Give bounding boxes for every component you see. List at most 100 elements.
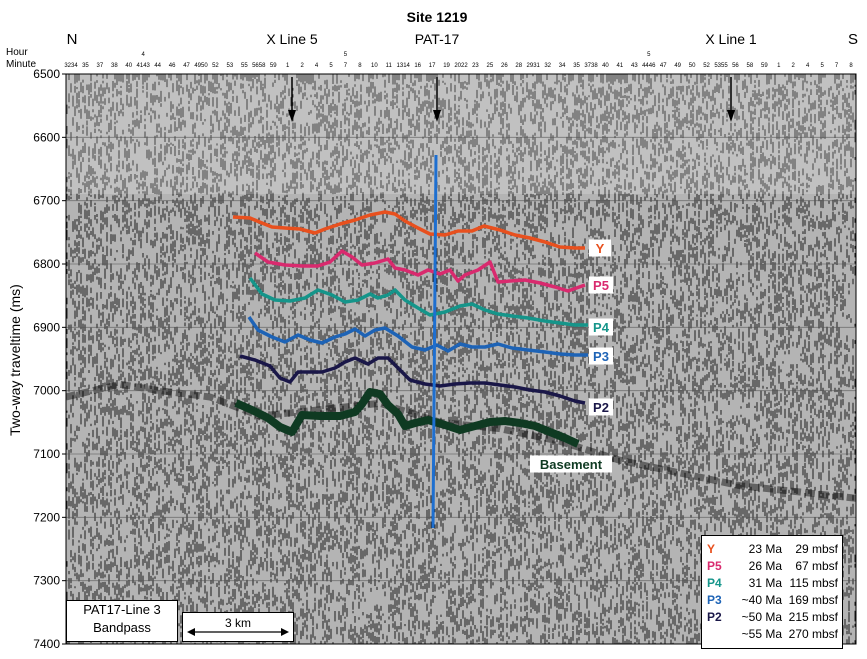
legend-age: 31 Ma bbox=[748, 576, 782, 590]
minute-tick-label: 35 bbox=[82, 63, 89, 69]
legend-code: Y bbox=[707, 542, 716, 556]
horizon-label-y: Y bbox=[589, 239, 611, 257]
svg-text:P4: P4 bbox=[593, 320, 610, 335]
scale-bar: 3 km bbox=[182, 612, 294, 642]
y-tick-label: 7400 bbox=[33, 637, 60, 651]
site-title: Site 1219 bbox=[407, 9, 468, 25]
minute-tick-label: 4143 bbox=[137, 63, 151, 69]
minute-tick-label: 2 bbox=[300, 63, 304, 69]
legend-row: P4 31 Ma 115 mbsf bbox=[702, 576, 842, 591]
minute-tick-label: 47 bbox=[660, 63, 667, 69]
legend-row: ~55 Ma 270 mbsf bbox=[702, 627, 842, 642]
y-tick-label: 7100 bbox=[33, 447, 60, 461]
minute-tick-label: 23 bbox=[472, 63, 479, 69]
minute-label: Minute bbox=[6, 59, 36, 70]
minute-tick-label: 38 bbox=[111, 63, 118, 69]
horizon-line-y bbox=[232, 210, 585, 250]
plot-frame bbox=[65, 73, 857, 645]
minute-tick-label: 1 bbox=[777, 63, 781, 69]
y-axis-title: Two-way traveltime (ms) bbox=[7, 284, 23, 436]
minute-tick-label: 16 bbox=[414, 63, 421, 69]
minute-tick-label: 2 bbox=[792, 63, 796, 69]
minute-tick-label: 8 bbox=[358, 63, 362, 69]
y-tick-label: 6700 bbox=[33, 194, 60, 208]
minute-tick-label: 1314 bbox=[397, 63, 411, 69]
minute-tick-label: 2931 bbox=[527, 63, 541, 69]
legend-age: ~55 Ma bbox=[741, 627, 782, 641]
horizon-label-basement: Basement bbox=[530, 455, 612, 473]
hour-tick-label: 5 bbox=[344, 52, 348, 58]
legend-row: Y 23 Ma 29 mbsf bbox=[702, 542, 842, 557]
minute-tick-label: 4 bbox=[806, 63, 810, 69]
legend-row: P3 ~40 Ma 169 mbsf bbox=[702, 593, 842, 608]
minute-tick-label: 34 bbox=[559, 63, 566, 69]
legend-code: P4 bbox=[707, 576, 722, 590]
north-label: N bbox=[67, 31, 78, 48]
minute-tick-label: 55 bbox=[241, 63, 248, 69]
hour-tick-label: 5 bbox=[647, 52, 651, 58]
legend-depth: 115 mbsf bbox=[789, 576, 838, 590]
horizon-label-p5: P5 bbox=[589, 276, 613, 294]
crossing-line5-label: X Line 5 bbox=[266, 31, 318, 47]
legend-code: P3 bbox=[707, 593, 722, 607]
horizon-label-p4: P4 bbox=[589, 318, 613, 336]
y-axis-ticks: 6500 6600 6700 6800 6900 7000 7100 7200 7300 7400 bbox=[33, 67, 66, 651]
minute-tick-label: 32 bbox=[544, 63, 551, 69]
south-label: S bbox=[848, 31, 858, 48]
minute-tick-label: 41 bbox=[617, 63, 624, 69]
minute-tick-label: 59 bbox=[761, 63, 768, 69]
minute-tick-label: 58 bbox=[747, 63, 754, 69]
svg-text:Y: Y bbox=[596, 241, 605, 256]
minute-tick-label: 5355 bbox=[714, 63, 728, 69]
horizon-labels: Y P5 P4 P3 P2 Basement bbox=[530, 239, 613, 473]
minute-tick-label: 47 bbox=[183, 63, 190, 69]
legend-age: 23 Ma bbox=[748, 542, 782, 556]
minute-tick-label: 28 bbox=[515, 63, 522, 69]
legend-depth: 270 mbsf bbox=[788, 627, 838, 641]
site-arrow bbox=[433, 77, 441, 122]
minute-tick-label: 3234 bbox=[64, 63, 78, 69]
y-tick-label: 7000 bbox=[33, 384, 60, 398]
minute-tick-label: 2022 bbox=[454, 63, 468, 69]
minute-tick-label: 8 bbox=[849, 63, 853, 69]
minute-tick-label: 53 bbox=[227, 63, 234, 69]
minute-tick-label: 49 bbox=[674, 63, 681, 69]
seismic-traces bbox=[66, 74, 856, 644]
y-tick-label: 7300 bbox=[33, 574, 60, 588]
profile-name: PAT17-Line 3 bbox=[83, 602, 161, 617]
y-tick-label: 6900 bbox=[33, 320, 60, 334]
minute-tick-label: 5 bbox=[329, 63, 333, 69]
crossing-line1-arrow bbox=[727, 77, 735, 122]
horizon-line-p2 bbox=[239, 354, 586, 405]
minute-tick-label: 5 bbox=[820, 63, 824, 69]
scale-label: 3 km bbox=[224, 616, 251, 630]
horizon-legend: Y 23 Ma 29 mbsf P5 26 Ma 67 mbsf P4 31 Ma 115 mb… bbox=[701, 535, 843, 649]
minute-tick-label: 44 bbox=[154, 63, 161, 69]
minute-tick-label: 26 bbox=[501, 63, 508, 69]
horizon-label-p2: P2 bbox=[589, 398, 613, 416]
hour-tick-label: 4 bbox=[142, 52, 146, 58]
horizon-picks bbox=[232, 210, 588, 448]
minute-tick-label: 46 bbox=[169, 63, 176, 69]
minute-tick-label: 52 bbox=[703, 63, 710, 69]
legend-depth: 215 mbsf bbox=[788, 610, 838, 624]
well-pat17-line bbox=[431, 154, 438, 529]
legend-code: P2 bbox=[707, 610, 722, 624]
crossing-line5-arrow bbox=[288, 77, 296, 122]
minute-tick-label: 1 bbox=[286, 63, 290, 69]
minute-tick-label: 4 bbox=[315, 63, 319, 69]
y-tick-label: 6500 bbox=[33, 67, 60, 81]
legend-row: P2 ~50 Ma 215 mbsf bbox=[702, 610, 842, 625]
legend-code: P5 bbox=[707, 559, 722, 573]
crossing-line1-label: X Line 1 bbox=[705, 31, 757, 47]
legend-row: P5 26 Ma 67 mbsf bbox=[702, 559, 842, 574]
profile-caption: PAT17-Line 3 Bandpass bbox=[66, 600, 178, 642]
seismic-section bbox=[66, 74, 856, 644]
hour-label: Hour bbox=[6, 47, 28, 58]
filter-label: Bandpass bbox=[93, 620, 151, 635]
horizon-line-p3 bbox=[247, 316, 588, 357]
minute-tick-label: 3738 bbox=[584, 63, 598, 69]
legend-depth: 67 mbsf bbox=[795, 559, 838, 573]
y-tick-label: 7200 bbox=[33, 510, 60, 524]
